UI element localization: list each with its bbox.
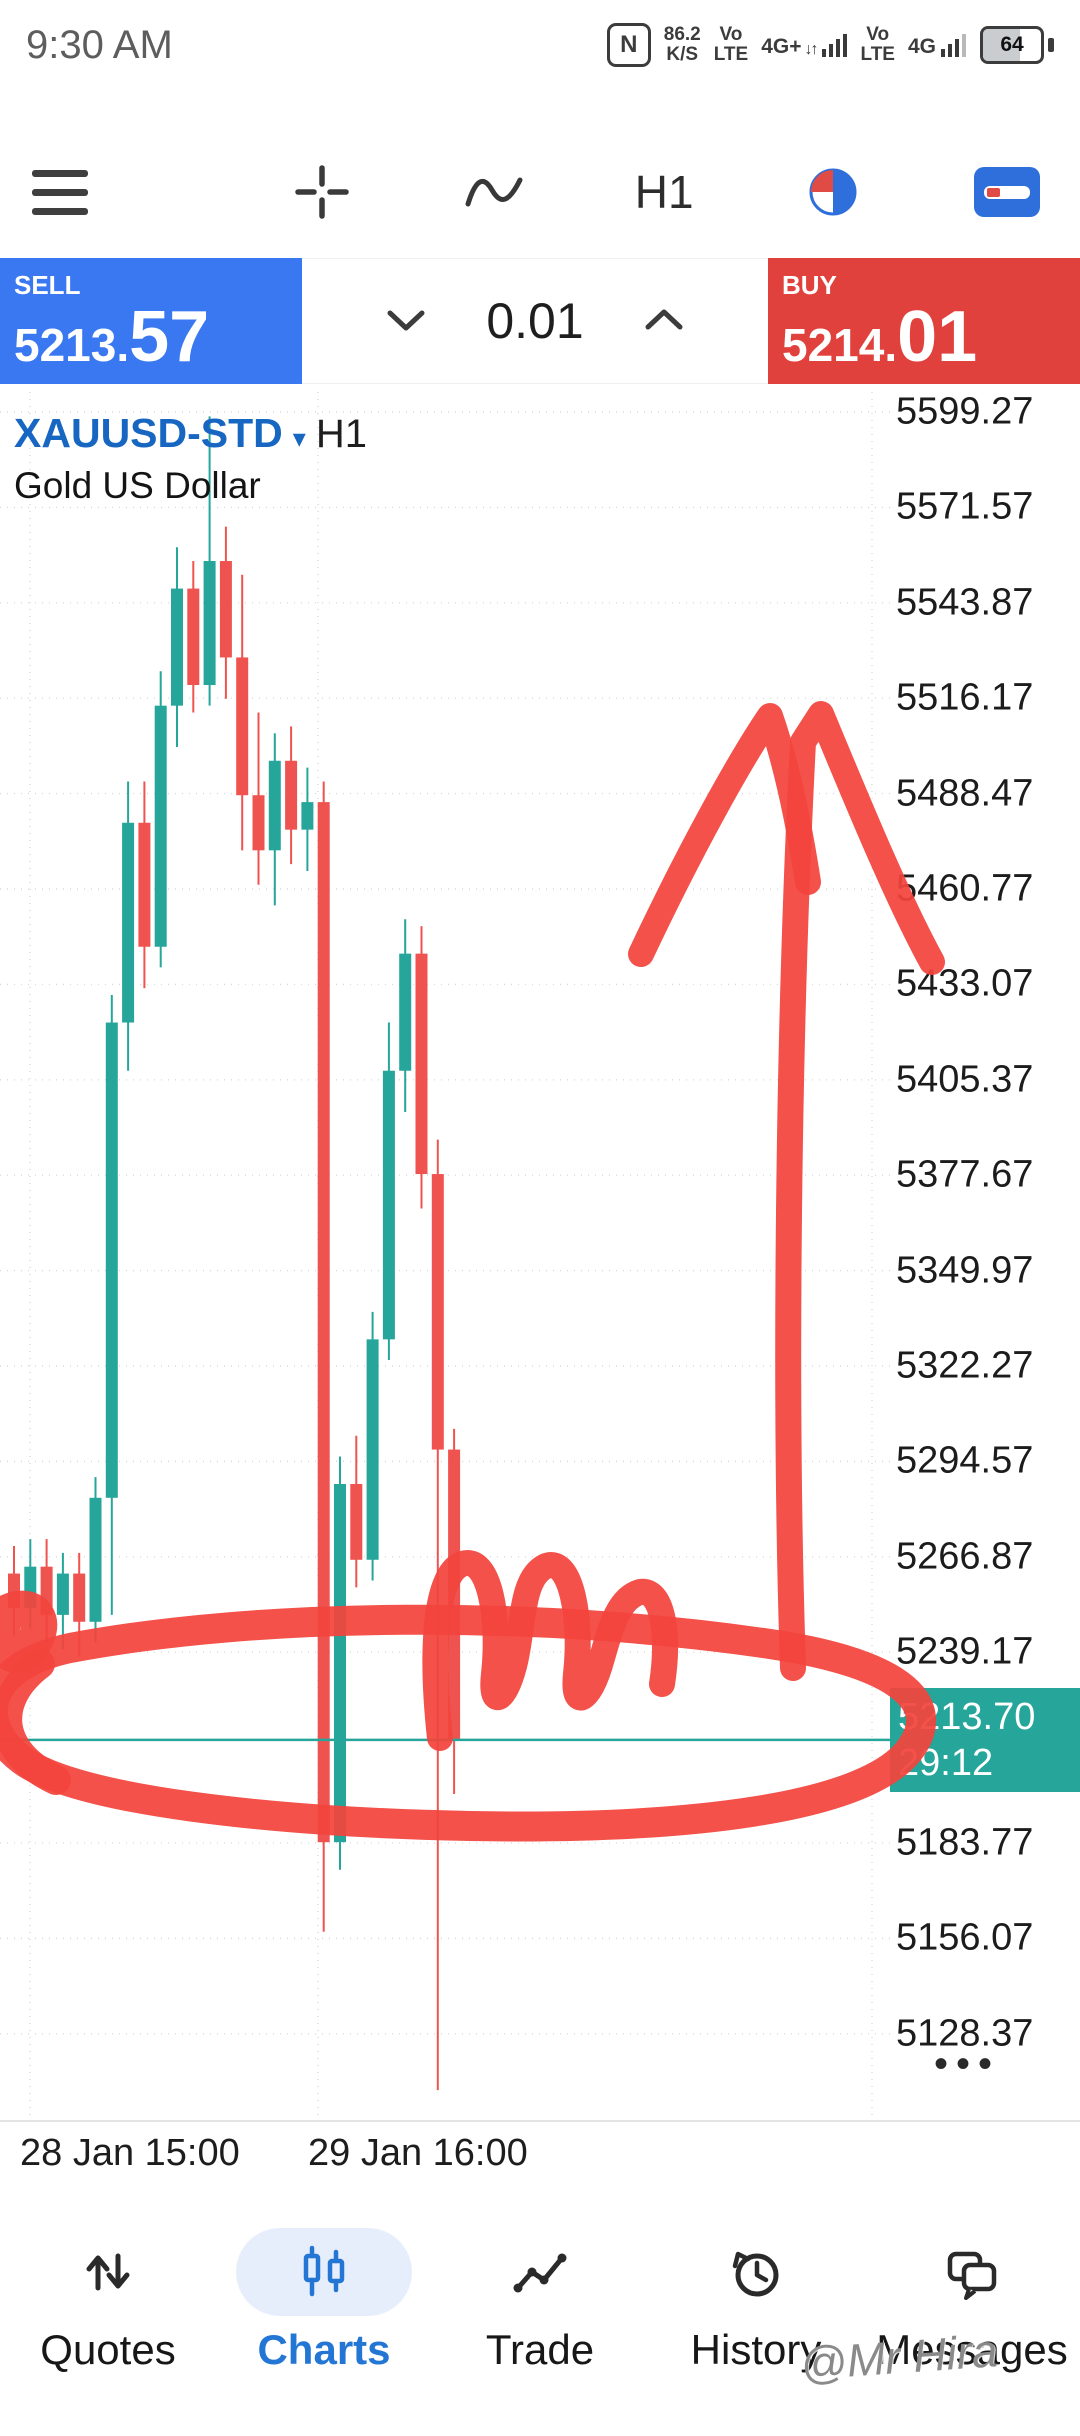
symbol-timeframe: H1 bbox=[315, 412, 367, 456]
sell-label: SELL bbox=[14, 269, 81, 300]
indicator-wave-icon bbox=[465, 177, 523, 207]
battery-fill bbox=[983, 29, 1021, 61]
layout-icon bbox=[974, 167, 1041, 217]
price-axis-label: 5488.47 bbox=[896, 772, 1034, 815]
price-axis-label: 5349.97 bbox=[896, 1249, 1034, 1292]
price-axis-label: 5266.87 bbox=[896, 1535, 1034, 1578]
nav-item-charts[interactable]: Charts bbox=[216, 2212, 432, 2436]
price-axis-label: 5460.77 bbox=[896, 867, 1034, 910]
price-axis-label: 5543.87 bbox=[896, 581, 1034, 624]
pie-icon bbox=[809, 168, 857, 216]
volume-value[interactable]: 0.01 bbox=[486, 293, 584, 349]
indicators-button[interactable] bbox=[456, 154, 534, 230]
buy-button[interactable]: BUY 5214. 01 bbox=[768, 258, 1080, 384]
crosshair-button[interactable] bbox=[284, 154, 360, 230]
one-click-trade-panel: SELL 5213. 57 0.01 BUY 5214. bbox=[0, 258, 1080, 384]
signal-bars-icon bbox=[821, 34, 847, 57]
buy-price: 5214. 01 bbox=[782, 296, 978, 377]
timeframe-label: H1 bbox=[634, 166, 694, 218]
time-axis-label: 28 Jan 15:00 bbox=[20, 2132, 240, 2174]
chart-toolbar: H1 bbox=[0, 140, 1080, 244]
symbol-header: XAUUSD-STD ▾ H1 Gold US Dollar bbox=[14, 410, 367, 507]
price-axis-label: 5516.17 bbox=[896, 676, 1034, 719]
current-price-value: 5213.70 bbox=[898, 1695, 1036, 1738]
price-axis-label: 5405.37 bbox=[896, 1058, 1034, 1101]
clock: 9:30 AM bbox=[26, 22, 173, 67]
window-layout-button[interactable] bbox=[966, 159, 1048, 225]
nfc-icon: N bbox=[606, 23, 651, 67]
bottom-nav: Quotes Charts Trade bbox=[0, 2212, 1080, 2436]
hamburger-icon bbox=[32, 169, 88, 215]
price-axis-label: 5128.37 bbox=[896, 2012, 1034, 2055]
volume-stepper: 0.01 bbox=[302, 258, 768, 384]
chevron-down-icon bbox=[387, 310, 425, 330]
sell-price: 5213. 57 bbox=[14, 296, 210, 377]
timeframe-button[interactable]: H1 bbox=[629, 159, 700, 225]
symbol-description: Gold US Dollar bbox=[14, 465, 261, 506]
candlestick-plot bbox=[0, 392, 890, 2120]
history-icon bbox=[732, 2251, 779, 2297]
nav-item-history[interactable]: History bbox=[648, 2212, 864, 2436]
price-axis-label: 5294.57 bbox=[896, 1439, 1034, 1482]
price-axis-label: 5239.17 bbox=[896, 1630, 1034, 1673]
sim2-signal: 4G bbox=[908, 31, 967, 59]
volume-decrease-button[interactable] bbox=[374, 296, 438, 347]
symbol-name[interactable]: XAUUSD-STD bbox=[14, 410, 283, 456]
chart-mode-button[interactable] bbox=[795, 154, 871, 230]
network-speed: 86.2 K/S bbox=[663, 24, 701, 65]
trade-icon bbox=[513, 2253, 567, 2293]
signal-bars-icon bbox=[941, 34, 966, 57]
candle-countdown: 29:12 bbox=[898, 1741, 994, 1784]
time-axis-label: 29 Jan 16:00 bbox=[308, 2132, 528, 2174]
battery-nub bbox=[1048, 38, 1054, 52]
active-tab-pill bbox=[236, 2228, 412, 2316]
buy-label: BUY bbox=[782, 269, 837, 300]
chevron-up-icon bbox=[645, 309, 683, 329]
nav-item-messages[interactable]: Messages bbox=[864, 2212, 1080, 2436]
price-axis: ••• 5599.27 5571.57 5543.87 5516.17 5488.47 5… bbox=[890, 390, 1080, 2120]
charts-icon bbox=[303, 2245, 345, 2297]
status-icons: N 86.2 K/S Vo LTE 4G+ ↓↑ Vo LTE bbox=[606, 23, 1054, 67]
chart-canvas[interactable]: XAUUSD-STD ▾ H1 Gold US Dollar ••• 5599.… bbox=[0, 390, 1080, 2174]
nav-item-trade[interactable]: Trade bbox=[432, 2212, 648, 2436]
nav-item-quotes[interactable]: Quotes bbox=[0, 2212, 216, 2436]
price-axis-label: 5183.77 bbox=[896, 1821, 1034, 1864]
price-axis-label: 5156.07 bbox=[896, 1916, 1034, 1959]
crosshair-icon bbox=[295, 165, 350, 219]
volte-icon: Vo LTE bbox=[713, 24, 749, 65]
volume-increase-button[interactable] bbox=[632, 296, 696, 347]
price-axis-label: 5433.07 bbox=[896, 962, 1034, 1005]
quotes-icon bbox=[86, 2253, 130, 2291]
volte-icon-2: Vo LTE bbox=[860, 24, 895, 65]
price-axis-label: 5322.27 bbox=[896, 1344, 1034, 1387]
messages-icon bbox=[947, 2251, 997, 2300]
price-axis-label: 5571.57 bbox=[896, 485, 1034, 528]
price-axis-label: 5377.67 bbox=[896, 1153, 1034, 1196]
data-arrows-icon: ↓↑ bbox=[804, 41, 819, 58]
battery-icon: 64 bbox=[980, 26, 1044, 64]
hamburger-menu-button[interactable] bbox=[26, 164, 94, 221]
axis-more-dots[interactable]: ••• bbox=[934, 2042, 1001, 2086]
price-axis-label: 5599.27 bbox=[896, 390, 1034, 433]
symbol-caret-icon: ▾ bbox=[292, 423, 306, 453]
sim1-signal: 4G+ ↓↑ bbox=[761, 31, 847, 59]
current-price-tag: 5213.70 29:12 bbox=[890, 1687, 1080, 1792]
status-bar: 9:30 AM N 86.2 K/S Vo LTE 4G+ ↓↑ Vo bbox=[0, 0, 1080, 90]
sell-button[interactable]: SELL 5213. 57 bbox=[0, 258, 302, 384]
